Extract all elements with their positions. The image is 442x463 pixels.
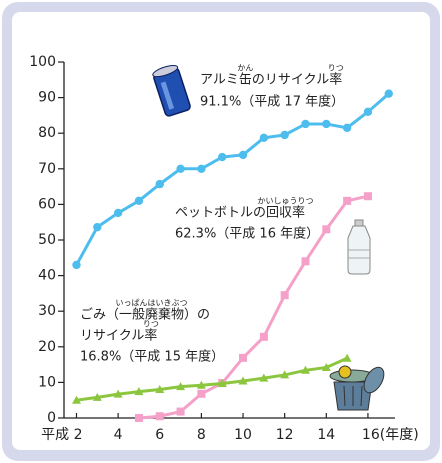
annotation: 91.1%（平成 17 年度） [200,94,344,110]
x-tick-label: 10 [234,427,252,443]
point [155,412,164,421]
point [93,222,102,232]
point [342,123,352,133]
point [280,291,289,300]
point [217,378,227,387]
point [321,362,331,371]
point [134,414,143,422]
series-line [75,92,390,266]
point [280,130,289,140]
point [176,407,185,416]
x-tick-label: 14 [317,427,335,443]
point [384,89,393,98]
x-tick-label: 12 [276,427,294,443]
point [280,370,290,379]
point [176,382,186,391]
annotation: ごみ（一般廃棄物）の [80,307,210,323]
y-tick-label: 50 [38,232,56,248]
y-tick-label: 80 [38,125,56,141]
ruby: りつ [328,64,344,73]
series-line [76,356,348,402]
point [363,192,372,201]
can-icon [152,65,191,117]
ruby: かいしゅうりつ [257,197,313,206]
y-tick-label: 20 [38,339,56,355]
point [238,150,248,160]
point [300,365,310,374]
y-tick-label: 70 [38,161,56,177]
point [134,196,144,206]
x-tick-label: 16(年度) [362,427,419,443]
point [155,385,165,394]
ruby: いっぱんはいきぶつ [116,299,188,308]
x-tick-label: 平成 2 [41,427,82,443]
point [259,133,269,143]
x-tick-label: 8 [197,427,206,443]
point [218,152,227,162]
point [322,225,331,234]
point [342,353,352,362]
x-tick-label: 6 [155,427,164,443]
annotation: アルミ缶のリサイクル率 [200,72,342,88]
point [72,260,81,270]
point [301,119,310,129]
point [176,164,185,173]
point [259,373,269,382]
y-tick-label: 100 [29,54,56,70]
point [71,395,81,404]
annotation: 62.3%（平成 16 年度） [175,226,319,242]
y-tick-label: 40 [38,268,56,284]
y-tick-label: 10 [38,374,56,390]
point [238,376,248,385]
x-tick-label: 4 [114,427,123,443]
bottle-icon [347,219,371,275]
point [239,353,248,362]
point [155,179,164,189]
point [301,257,310,266]
ruby: りつ [143,320,159,329]
trash-icon [329,365,385,411]
y-tick-label: 90 [38,90,56,106]
point [343,196,352,205]
point [92,392,102,401]
ruby: かん [237,64,253,73]
y-tick-label: 60 [38,196,56,212]
y-tick-label: 30 [38,303,56,319]
y-tick-label: 0 [47,410,56,426]
point [196,380,206,389]
point [134,387,144,396]
annotation: リサイクル率 [80,328,157,344]
point [113,208,123,218]
point [197,164,206,173]
annotation: 16.8%（平成 15 年度） [80,349,224,365]
point [322,119,331,129]
point [113,389,123,398]
point [363,107,373,117]
annotation: ペットボトルの回収率 [175,205,305,221]
point [259,332,268,341]
point [197,389,206,398]
